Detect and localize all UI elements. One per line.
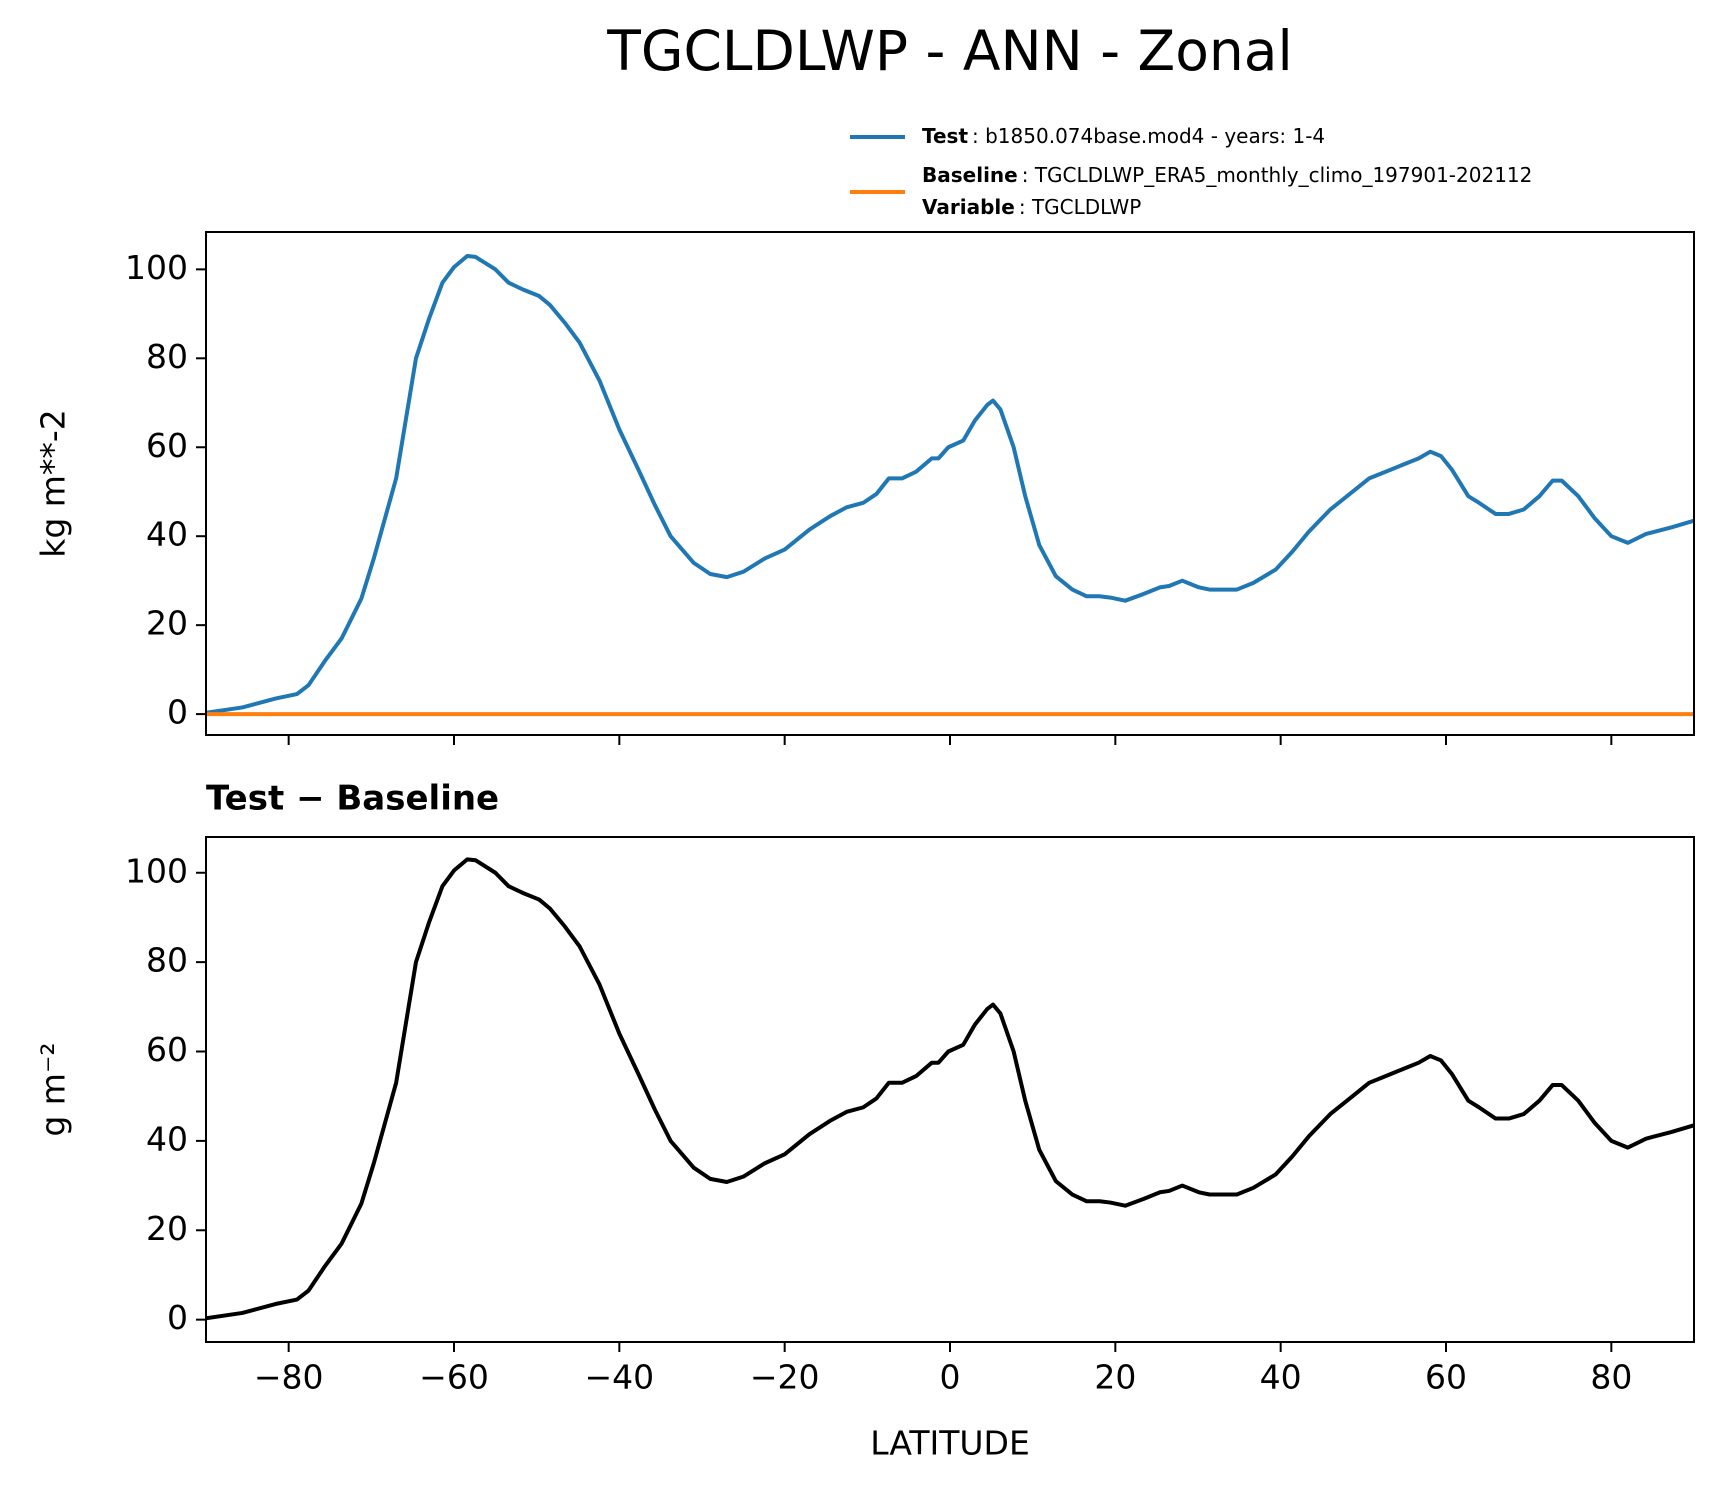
legend-label: Variable: TGCLDLWP bbox=[922, 195, 1141, 219]
y-tick-label: 40 bbox=[146, 515, 188, 554]
y-tick-label: 80 bbox=[146, 941, 188, 980]
x-tick-label: −60 bbox=[419, 1358, 489, 1397]
legend-name: Baseline bbox=[922, 163, 1018, 187]
legend-name: Test bbox=[922, 124, 968, 148]
y-tick-label: 20 bbox=[146, 604, 188, 643]
x-tick-label: 40 bbox=[1260, 1358, 1302, 1397]
legend-label: Baseline: TGCLDLWP_ERA5_monthly_climo_19… bbox=[922, 163, 1532, 187]
x-tick-label: 0 bbox=[940, 1358, 961, 1397]
legend-detail: : TGCLDLWP bbox=[1019, 195, 1141, 219]
y-tick-label: 40 bbox=[146, 1119, 188, 1158]
legend-detail: : TGCLDLWP_ERA5_monthly_climo_197901-202… bbox=[1022, 163, 1533, 187]
legend-label: Test: b1850.074base.mod4 - years: 1-4 bbox=[922, 124, 1325, 148]
y-tick-label: 60 bbox=[146, 1030, 188, 1069]
y-tick-label: 100 bbox=[125, 851, 188, 890]
y-tick-label: 60 bbox=[146, 426, 188, 465]
axes-frame bbox=[205, 231, 1695, 736]
x-tick-label: 60 bbox=[1425, 1358, 1467, 1397]
y-tick-label: 0 bbox=[167, 1298, 188, 1337]
y-axis-label: g m⁻² bbox=[34, 1042, 73, 1136]
figure-title: TGCLDLWP - ANN - Zonal bbox=[606, 19, 1292, 83]
legend-detail: : b1850.074base.mod4 - years: 1-4 bbox=[972, 124, 1325, 148]
y-tick-label: 80 bbox=[146, 337, 188, 376]
data-line bbox=[206, 857, 1694, 1321]
axes-frame bbox=[205, 836, 1695, 1343]
y-tick-label: 100 bbox=[125, 248, 188, 287]
legend-name: Variable bbox=[922, 195, 1015, 219]
y-tick-label: 0 bbox=[167, 693, 188, 732]
y-tick-label: 20 bbox=[146, 1209, 188, 1248]
subplot-title: Test − Baseline bbox=[206, 779, 499, 819]
x-tick-label: 20 bbox=[1094, 1358, 1136, 1397]
x-tick-label: −40 bbox=[585, 1358, 655, 1397]
y-axis-label: kg m**-2 bbox=[34, 409, 73, 558]
data-line bbox=[206, 254, 1694, 715]
x-axis-label: LATITUDE bbox=[870, 1424, 1030, 1463]
x-tick-label: −20 bbox=[750, 1358, 820, 1397]
x-tick-label: 80 bbox=[1590, 1358, 1632, 1397]
x-tick-label: −80 bbox=[254, 1358, 324, 1397]
